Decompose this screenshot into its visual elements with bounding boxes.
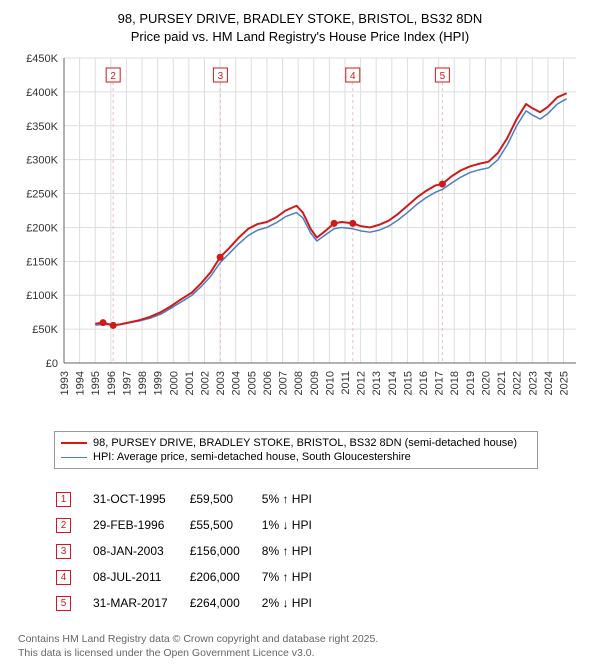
row-pct: 2% ↓ HPI <box>262 591 332 615</box>
table-row: 5 31-MAR-2017£264,0002% ↓ HPI <box>56 591 332 615</box>
table-row: 3 08-JAN-2003£156,0008% ↑ HPI <box>56 539 332 563</box>
legend-label: 98, PURSEY DRIVE, BRADLEY STOKE, BRISTOL… <box>93 437 517 449</box>
row-marker: 1 <box>56 492 71 507</box>
svg-text:2022: 2022 <box>512 371 524 395</box>
svg-text:£0: £0 <box>46 358 58 370</box>
row-pct: 7% ↑ HPI <box>262 565 332 589</box>
svg-text:2003: 2003 <box>215 371 227 395</box>
svg-text:2006: 2006 <box>262 371 274 395</box>
svg-text:2014: 2014 <box>387 371 399 395</box>
svg-text:1993: 1993 <box>59 371 71 395</box>
svg-text:2004: 2004 <box>231 371 243 395</box>
svg-text:£450K: £450K <box>26 53 58 65</box>
row-marker: 5 <box>56 596 71 611</box>
chart-title: 98, PURSEY DRIVE, BRADLEY STOKE, BRISTOL… <box>10 10 590 45</box>
row-price: £264,000 <box>190 591 260 615</box>
row-pct: 8% ↑ HPI <box>262 539 332 563</box>
svg-text:£300K: £300K <box>26 155 58 167</box>
svg-text:2016: 2016 <box>418 371 430 395</box>
table-row: 1 31-OCT-1995£59,5005% ↑ HPI <box>56 487 332 511</box>
svg-text:2002: 2002 <box>199 371 211 395</box>
svg-text:1994: 1994 <box>75 371 87 395</box>
legend-row: HPI: Average price, semi-detached house,… <box>61 450 531 464</box>
svg-text:£400K: £400K <box>26 87 58 99</box>
table-row: 2 29-FEB-1996£55,5001% ↓ HPI <box>56 513 332 537</box>
svg-text:2020: 2020 <box>480 371 492 395</box>
svg-text:2011: 2011 <box>340 371 352 395</box>
svg-text:£50K: £50K <box>32 324 58 336</box>
svg-text:2005: 2005 <box>246 371 258 395</box>
svg-text:2: 2 <box>110 71 116 82</box>
svg-text:2000: 2000 <box>168 371 180 395</box>
svg-text:2023: 2023 <box>527 371 539 395</box>
row-date: 29-FEB-1996 <box>93 513 188 537</box>
svg-text:1996: 1996 <box>106 371 118 395</box>
svg-text:£150K: £150K <box>26 256 58 268</box>
row-price: £59,500 <box>190 487 260 511</box>
row-price: £156,000 <box>190 539 260 563</box>
row-date: 08-JUL-2011 <box>93 565 188 589</box>
row-pct: 1% ↓ HPI <box>262 513 332 537</box>
row-pct: 5% ↑ HPI <box>262 487 332 511</box>
row-marker: 4 <box>56 570 71 585</box>
row-marker: 3 <box>56 544 71 559</box>
row-marker: 2 <box>56 518 71 533</box>
svg-text:2012: 2012 <box>356 371 368 395</box>
legend-swatch <box>61 457 87 458</box>
title-line1: 98, PURSEY DRIVE, BRADLEY STOKE, BRISTOL… <box>10 10 590 28</box>
table-row: 4 08-JUL-2011£206,0007% ↑ HPI <box>56 565 332 589</box>
svg-text:£100K: £100K <box>26 290 58 302</box>
chart-svg: £0 £50K £100K £150K £200K £250K £300K £350K £400… <box>20 53 580 423</box>
svg-text:2001: 2001 <box>184 371 196 395</box>
svg-text:1995: 1995 <box>90 371 102 395</box>
svg-text:2024: 2024 <box>543 371 555 395</box>
row-date: 08-JAN-2003 <box>93 539 188 563</box>
row-date: 31-MAR-2017 <box>93 591 188 615</box>
svg-text:1997: 1997 <box>121 371 133 395</box>
svg-text:2008: 2008 <box>293 371 305 395</box>
transaction-table: 131-OCT-1995£59,5005% ↑ HPI229-FEB-1996£… <box>54 485 334 617</box>
svg-text:2021: 2021 <box>496 371 508 395</box>
row-date: 31-OCT-1995 <box>93 487 188 511</box>
legend-swatch <box>61 442 87 444</box>
chart-legend: 98, PURSEY DRIVE, BRADLEY STOKE, BRISTOL… <box>54 431 538 469</box>
svg-text:2025: 2025 <box>559 371 571 395</box>
footer-line2: This data is licensed under the Open Gov… <box>18 647 590 661</box>
svg-text:1998: 1998 <box>137 371 149 395</box>
svg-text:£250K: £250K <box>26 189 58 201</box>
svg-text:£200K: £200K <box>26 223 58 235</box>
svg-text:2007: 2007 <box>278 371 290 395</box>
footer-line1: Contains HM Land Registry data © Crown c… <box>18 633 590 647</box>
svg-text:4: 4 <box>350 71 356 82</box>
svg-text:3: 3 <box>218 71 224 82</box>
svg-text:1999: 1999 <box>153 371 165 395</box>
row-price: £206,000 <box>190 565 260 589</box>
svg-text:2009: 2009 <box>309 371 321 395</box>
svg-text:2015: 2015 <box>402 371 414 395</box>
svg-text:2017: 2017 <box>434 371 446 395</box>
svg-text:2019: 2019 <box>465 371 477 395</box>
legend-row: 98, PURSEY DRIVE, BRADLEY STOKE, BRISTOL… <box>61 436 531 450</box>
svg-text:5: 5 <box>440 71 446 82</box>
svg-text:2018: 2018 <box>449 371 461 395</box>
title-line2: Price paid vs. HM Land Registry's House … <box>10 28 590 46</box>
svg-text:2010: 2010 <box>324 371 336 395</box>
legend-label: HPI: Average price, semi-detached house,… <box>93 451 411 463</box>
svg-text:£350K: £350K <box>26 121 58 133</box>
row-price: £55,500 <box>190 513 260 537</box>
price-chart: £0 £50K £100K £150K £200K £250K £300K £350K £400… <box>20 53 580 423</box>
svg-text:2013: 2013 <box>371 371 383 395</box>
footer-attribution: Contains HM Land Registry data © Crown c… <box>18 633 590 660</box>
